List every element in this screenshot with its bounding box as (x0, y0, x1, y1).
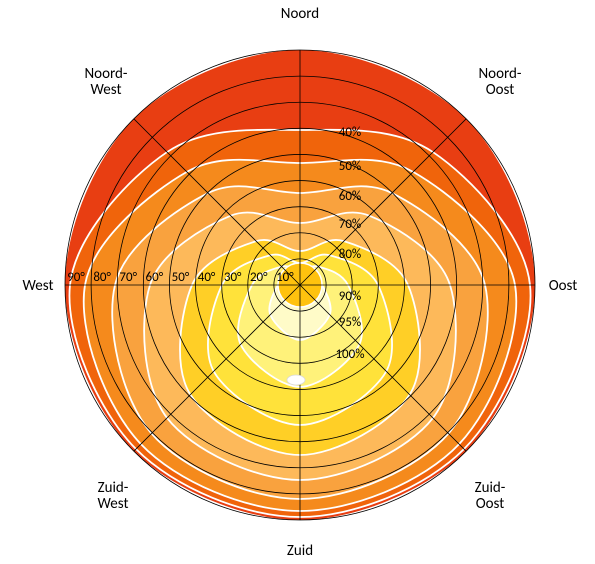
tick-label-60: 60° (146, 270, 164, 285)
pct-label-80%: 80% (339, 247, 361, 262)
tick-label-40: 40° (198, 270, 216, 285)
tick-label-30: 30° (224, 270, 242, 285)
radial-tick-labels: 10° 20° 30° 40° 50° 60° 70° 80° 90° (67, 270, 294, 285)
dir-label-NE: Noord-Oost (478, 65, 521, 99)
solar-orientation-chart: 10° 20° 30° 40° 50° 60° 70° 80° 90° 40% 50% 60% 70% 8… (0, 0, 595, 564)
pct-label-50%: 50% (339, 159, 361, 174)
dir-label-E: Oost (549, 277, 578, 295)
tick-label-20: 20° (250, 270, 268, 285)
dir-label-NW: Noord-West (84, 65, 127, 99)
polar-grid (65, 50, 535, 520)
tick-label-90: 90° (67, 270, 85, 285)
dir-label-S: Zuid (287, 542, 313, 560)
dir-label-SE: Zuid-Oost (475, 479, 506, 513)
pct-label-40%: 40% (339, 125, 361, 140)
tick-label-10: 10° (276, 270, 294, 285)
dir-label-W: West (23, 277, 54, 295)
pct-label-90%: 90% (339, 289, 361, 304)
optimum-marker (287, 375, 305, 385)
dir-label-SW: Zuid-West (98, 479, 129, 513)
pct-label-60%: 60% (339, 189, 361, 204)
tick-label-70: 70° (119, 270, 137, 285)
pct-label-100%: 100% (335, 347, 364, 362)
dir-label-N: Noord (281, 5, 319, 23)
tick-label-50: 50° (172, 270, 190, 285)
pct-label-70%: 70% (339, 217, 361, 232)
pct-label-95%: 95% (339, 315, 361, 330)
tick-label-80: 80° (93, 270, 111, 285)
